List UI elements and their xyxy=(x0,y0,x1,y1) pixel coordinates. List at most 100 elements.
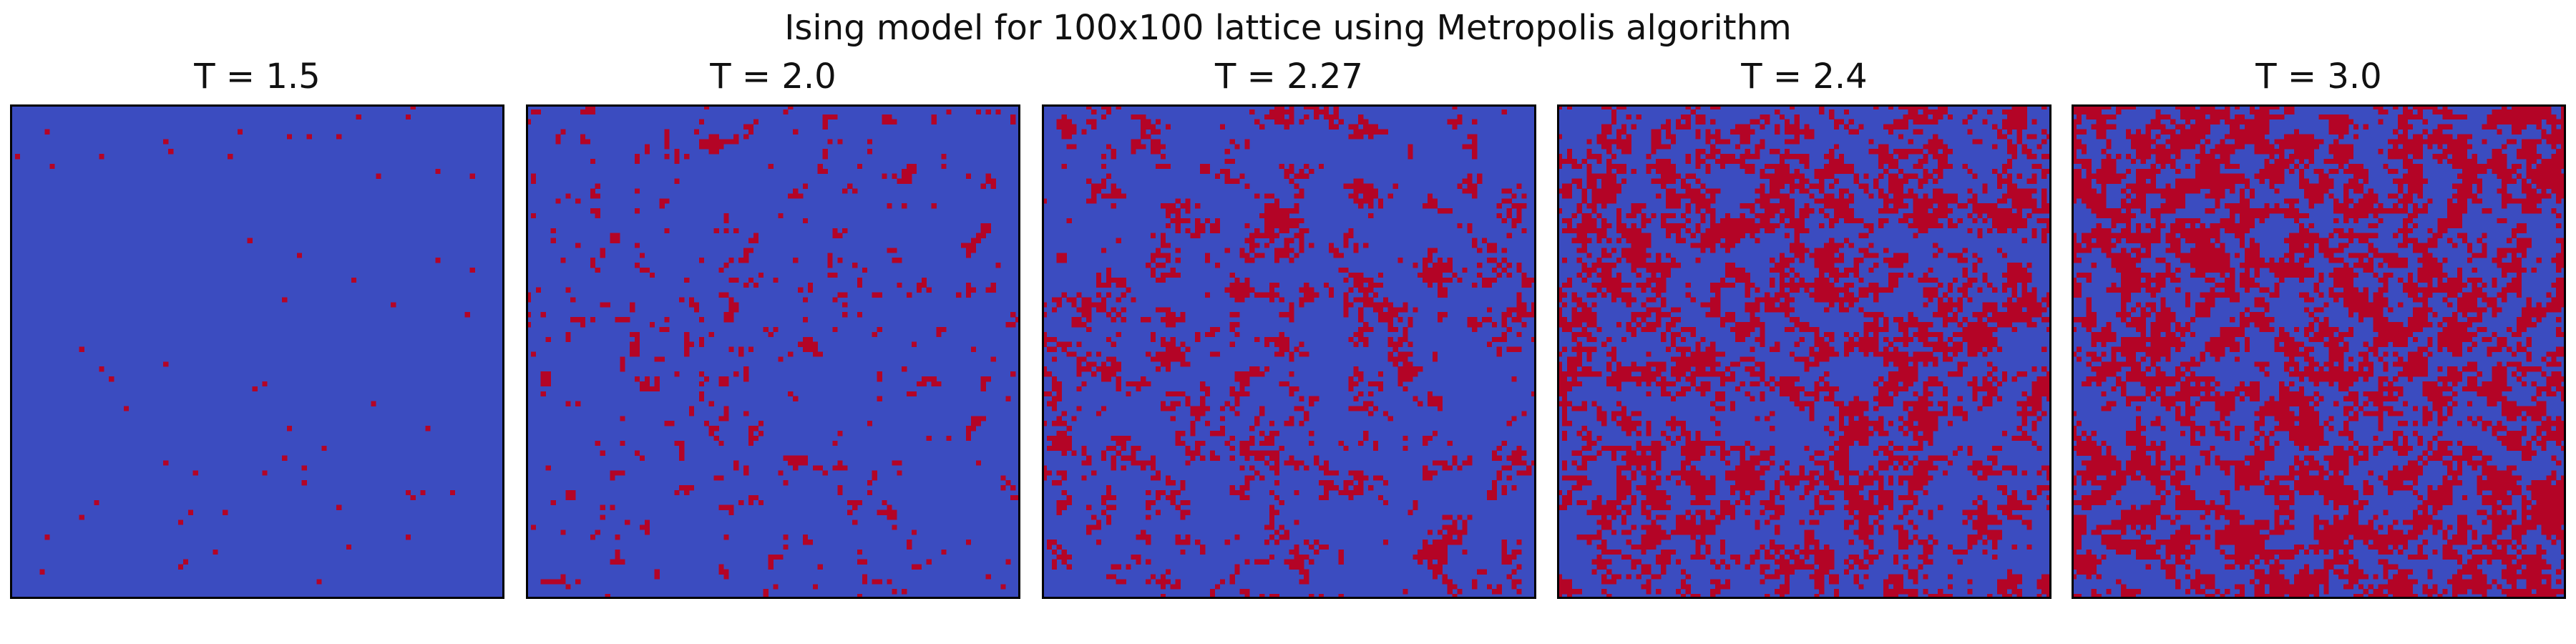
spin-up-cell xyxy=(1789,554,1800,560)
spin-up-cell xyxy=(1116,386,1121,392)
spin-up-cell xyxy=(2121,198,2127,204)
spin-up-cell xyxy=(2235,139,2270,145)
spin-up-cell xyxy=(1779,376,1800,382)
spin-up-cell xyxy=(2264,203,2270,209)
spin-up-cell xyxy=(2244,287,2250,293)
spin-up-cell xyxy=(306,134,312,140)
spin-up-cell xyxy=(2422,584,2428,590)
spin-up-cell xyxy=(2521,569,2542,575)
spin-up-cell xyxy=(1675,525,1716,530)
spin-up-cell xyxy=(1397,376,1413,382)
spin-up-cell xyxy=(965,287,977,293)
spin-up-cell xyxy=(2427,238,2438,243)
spin-up-cell xyxy=(2333,470,2339,476)
spin-up-cell xyxy=(2230,297,2240,303)
spin-up-cell xyxy=(1427,559,1433,565)
spin-up-cell xyxy=(2072,475,2077,481)
spin-up-cell xyxy=(1571,346,1597,352)
spin-up-cell xyxy=(1938,297,1943,303)
spin-up-cell xyxy=(802,317,809,323)
spin-up-cell xyxy=(1923,386,1928,392)
panel-frame xyxy=(1042,104,1536,599)
spin-up-cell xyxy=(2551,188,2566,194)
spin-up-cell xyxy=(2150,322,2171,328)
spin-up-cell xyxy=(2353,455,2368,461)
spin-up-cell xyxy=(2556,326,2562,333)
spin-up-cell xyxy=(1685,218,1691,224)
spin-up-cell xyxy=(1770,277,1775,283)
spin-up-cell xyxy=(1770,544,1785,550)
spin-up-cell xyxy=(2442,297,2448,303)
spin-up-cell xyxy=(1447,440,1453,447)
spin-up-cell xyxy=(1952,549,1968,555)
spin-up-cell xyxy=(1695,386,1711,392)
spin-up-cell xyxy=(2432,530,2438,535)
spin-up-cell xyxy=(1957,396,1963,401)
spin-up-cell xyxy=(2407,277,2414,283)
spin-up-cell xyxy=(1121,307,1126,313)
spin-up-cell xyxy=(2437,282,2468,288)
spin-up-cell xyxy=(980,223,991,229)
spin-up-cell xyxy=(1760,183,1765,189)
spin-up-cell xyxy=(39,569,45,575)
spin-up-cell xyxy=(713,435,719,441)
spin-up-cell xyxy=(79,514,84,520)
spin-up-cell xyxy=(1848,336,1854,342)
spin-up-cell xyxy=(1765,549,1770,555)
spin-up-cell xyxy=(2264,559,2270,565)
spin-up-cell xyxy=(2195,470,2200,476)
spin-up-cell xyxy=(585,104,596,110)
spin-up-cell xyxy=(1888,183,1903,189)
spin-up-cell xyxy=(1121,465,1126,471)
spin-up-cell xyxy=(1938,336,1943,342)
spin-up-cell xyxy=(2031,406,2042,411)
spin-up-cell xyxy=(1888,475,1894,481)
spin-up-cell xyxy=(2556,386,2566,392)
spin-up-cell xyxy=(1432,356,1438,362)
spin-up-cell xyxy=(1750,208,1755,214)
spin-up-cell xyxy=(1646,268,1672,273)
spin-up-cell xyxy=(2472,544,2482,550)
spin-up-cell xyxy=(1185,396,1191,401)
spin-up-cell xyxy=(842,312,848,318)
spin-up-cell xyxy=(2126,465,2161,471)
spin-up-cell xyxy=(1616,129,1627,135)
spin-up-cell xyxy=(2526,163,2532,170)
spin-up-cell xyxy=(2467,460,2487,466)
spin-up-cell xyxy=(1848,401,1869,406)
spin-up-cell xyxy=(2492,312,2497,318)
spin-up-cell xyxy=(644,144,650,150)
spin-up-cell xyxy=(837,489,843,496)
spin-up-cell xyxy=(1745,287,1750,293)
spin-up-cell xyxy=(2190,371,2196,377)
spin-up-cell xyxy=(2556,426,2566,431)
spin-up-cell xyxy=(1611,114,1617,120)
spin-up-cell xyxy=(1180,485,1186,491)
spin-up-cell xyxy=(2041,104,2047,110)
spin-up-cell xyxy=(1651,139,1662,145)
spin-up-cell xyxy=(1091,470,1097,476)
spin-up-cell xyxy=(1883,203,1889,209)
spin-up-cell xyxy=(1155,163,1171,170)
spin-up-cell xyxy=(2412,514,2433,520)
spin-up-cell xyxy=(262,381,268,387)
spin-up-cell xyxy=(1353,129,1388,135)
spin-up-cell xyxy=(2111,356,2117,362)
spin-up-cell xyxy=(2482,421,2492,426)
spin-up-cell xyxy=(2333,228,2344,233)
spin-up-cell xyxy=(2160,514,2171,520)
spin-up-cell xyxy=(1967,589,1973,595)
spin-up-cell xyxy=(1387,193,1393,199)
spin-up-cell xyxy=(1720,455,1726,461)
spin-up-cell xyxy=(1799,549,1835,555)
spin-up-cell xyxy=(2472,589,2487,595)
spin-up-cell xyxy=(1155,494,1161,501)
spin-up-cell xyxy=(1868,559,1874,565)
spin-up-cell xyxy=(1264,366,1270,372)
spin-up-cell xyxy=(1591,188,1622,194)
spin-up-cell xyxy=(2001,376,2008,382)
spin-up-cell xyxy=(1680,579,1686,585)
spin-up-cell xyxy=(2393,361,2428,367)
spin-up-cell xyxy=(1908,312,1913,318)
spin-up-cell xyxy=(2318,322,2329,328)
